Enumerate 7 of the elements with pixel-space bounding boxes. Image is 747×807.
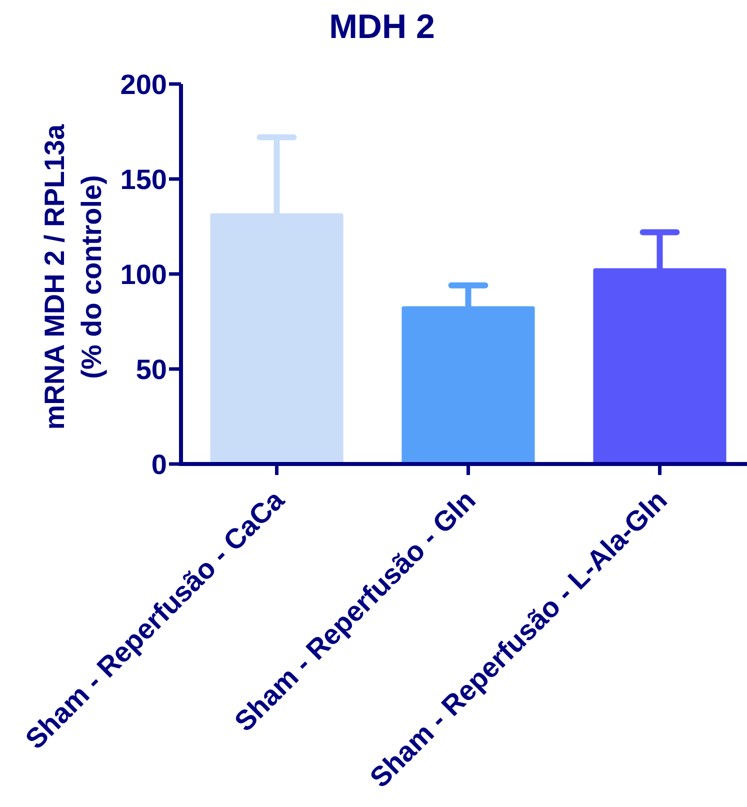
y-tick-label: 50 [136,354,167,386]
y-axis-title: mRNA MDH 2 / RPL13a (% do controle) [39,124,107,430]
y-tick-label: 200 [120,69,167,100]
y-tick-label: 100 [120,259,167,290]
chart-title: MDH 2 [329,8,435,46]
y-tick-label: 0 [151,449,167,480]
y-tick-label: 150 [120,164,167,196]
